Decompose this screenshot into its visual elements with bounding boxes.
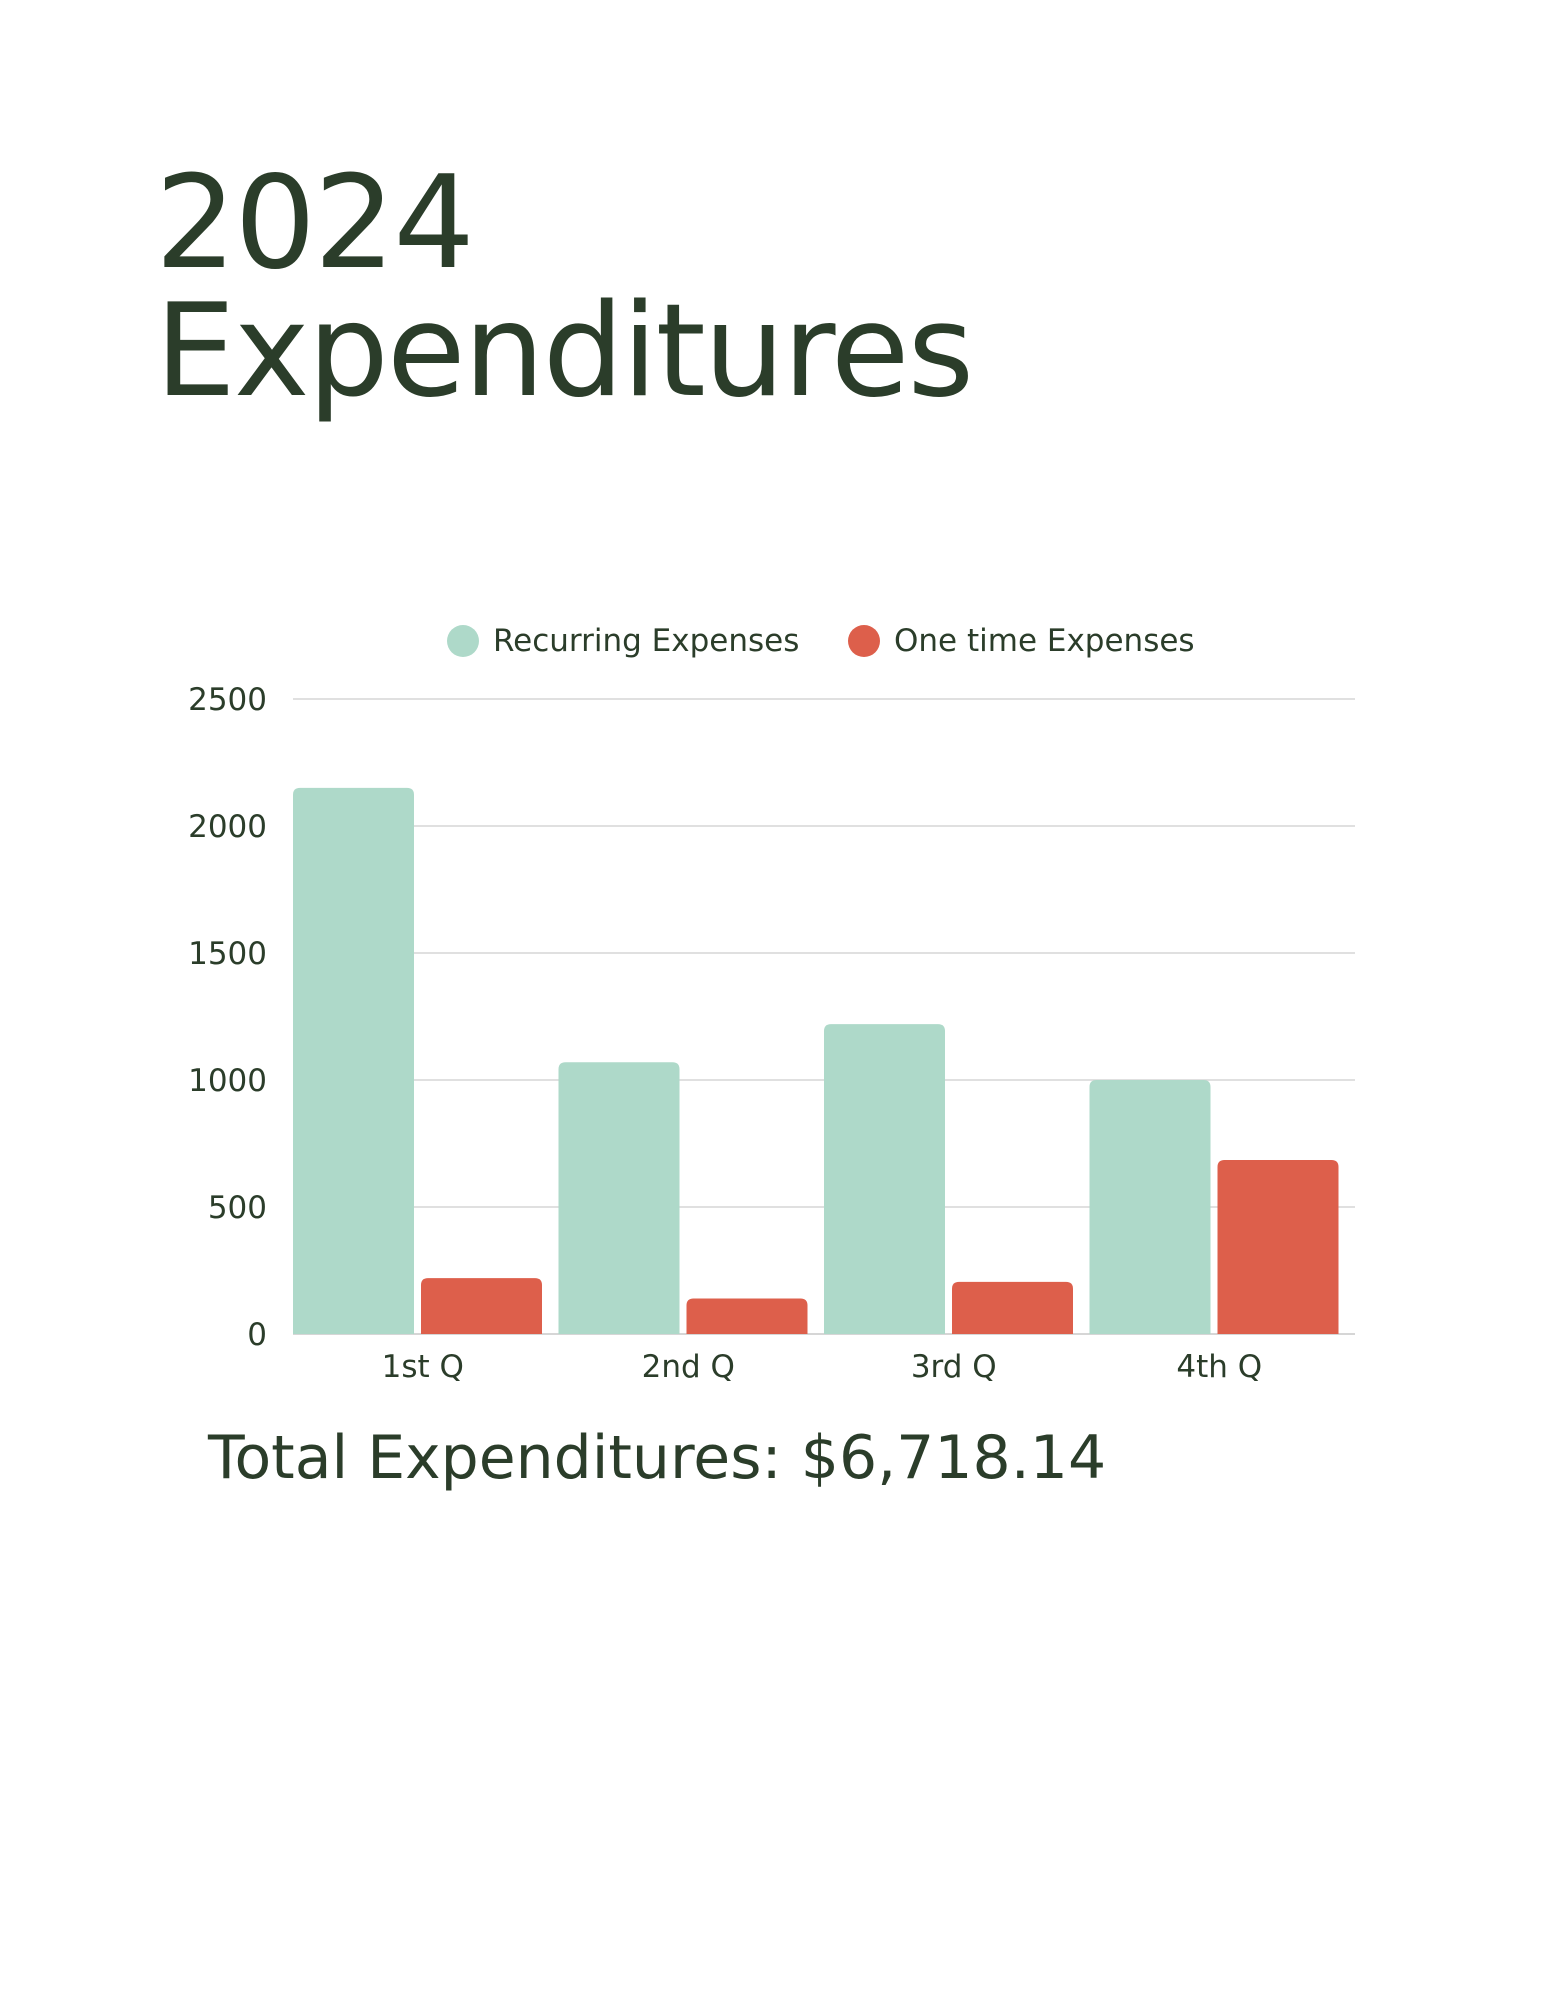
title-year: 2024	[155, 149, 475, 298]
x-tick-label: 2nd Q	[642, 1349, 735, 1385]
y-tick-label: 2500	[188, 682, 267, 718]
legend-marker	[848, 625, 880, 657]
x-tick-label: 3rd Q	[911, 1349, 997, 1385]
bar-one-time	[686, 1298, 808, 1334]
x-tick-label: 1st Q	[382, 1349, 464, 1385]
total-expenditures: Total Expenditures: $6,718.14	[208, 1423, 1107, 1493]
bar-one-time	[1217, 1160, 1339, 1334]
page-title: 2024 Expenditures	[155, 149, 974, 426]
y-tick-label: 1000	[188, 1063, 267, 1099]
y-tick-label: 1500	[188, 936, 267, 972]
expenditures-bar-chart: 0 500 1000 1500 2000 2500 1st Q 2nd Q 3rd Q 4th Q…	[188, 623, 1355, 1385]
title-heading: Expenditures	[155, 277, 974, 426]
legend-label: One time Expenses	[894, 623, 1195, 659]
legend-marker	[447, 625, 479, 657]
bar-recurring	[1089, 1080, 1211, 1334]
bar-recurring	[824, 1024, 945, 1334]
bar-one-time	[952, 1281, 1073, 1334]
bar-one-time	[421, 1278, 542, 1334]
bar-recurring	[293, 787, 414, 1334]
legend-label: Recurring Expenses	[493, 623, 799, 659]
y-tick-label: 0	[247, 1317, 267, 1353]
bar-recurring	[558, 1062, 680, 1334]
y-tick-label: 500	[208, 1190, 267, 1226]
y-tick-label: 2000	[188, 809, 267, 845]
x-tick-label: 4th Q	[1176, 1349, 1262, 1385]
